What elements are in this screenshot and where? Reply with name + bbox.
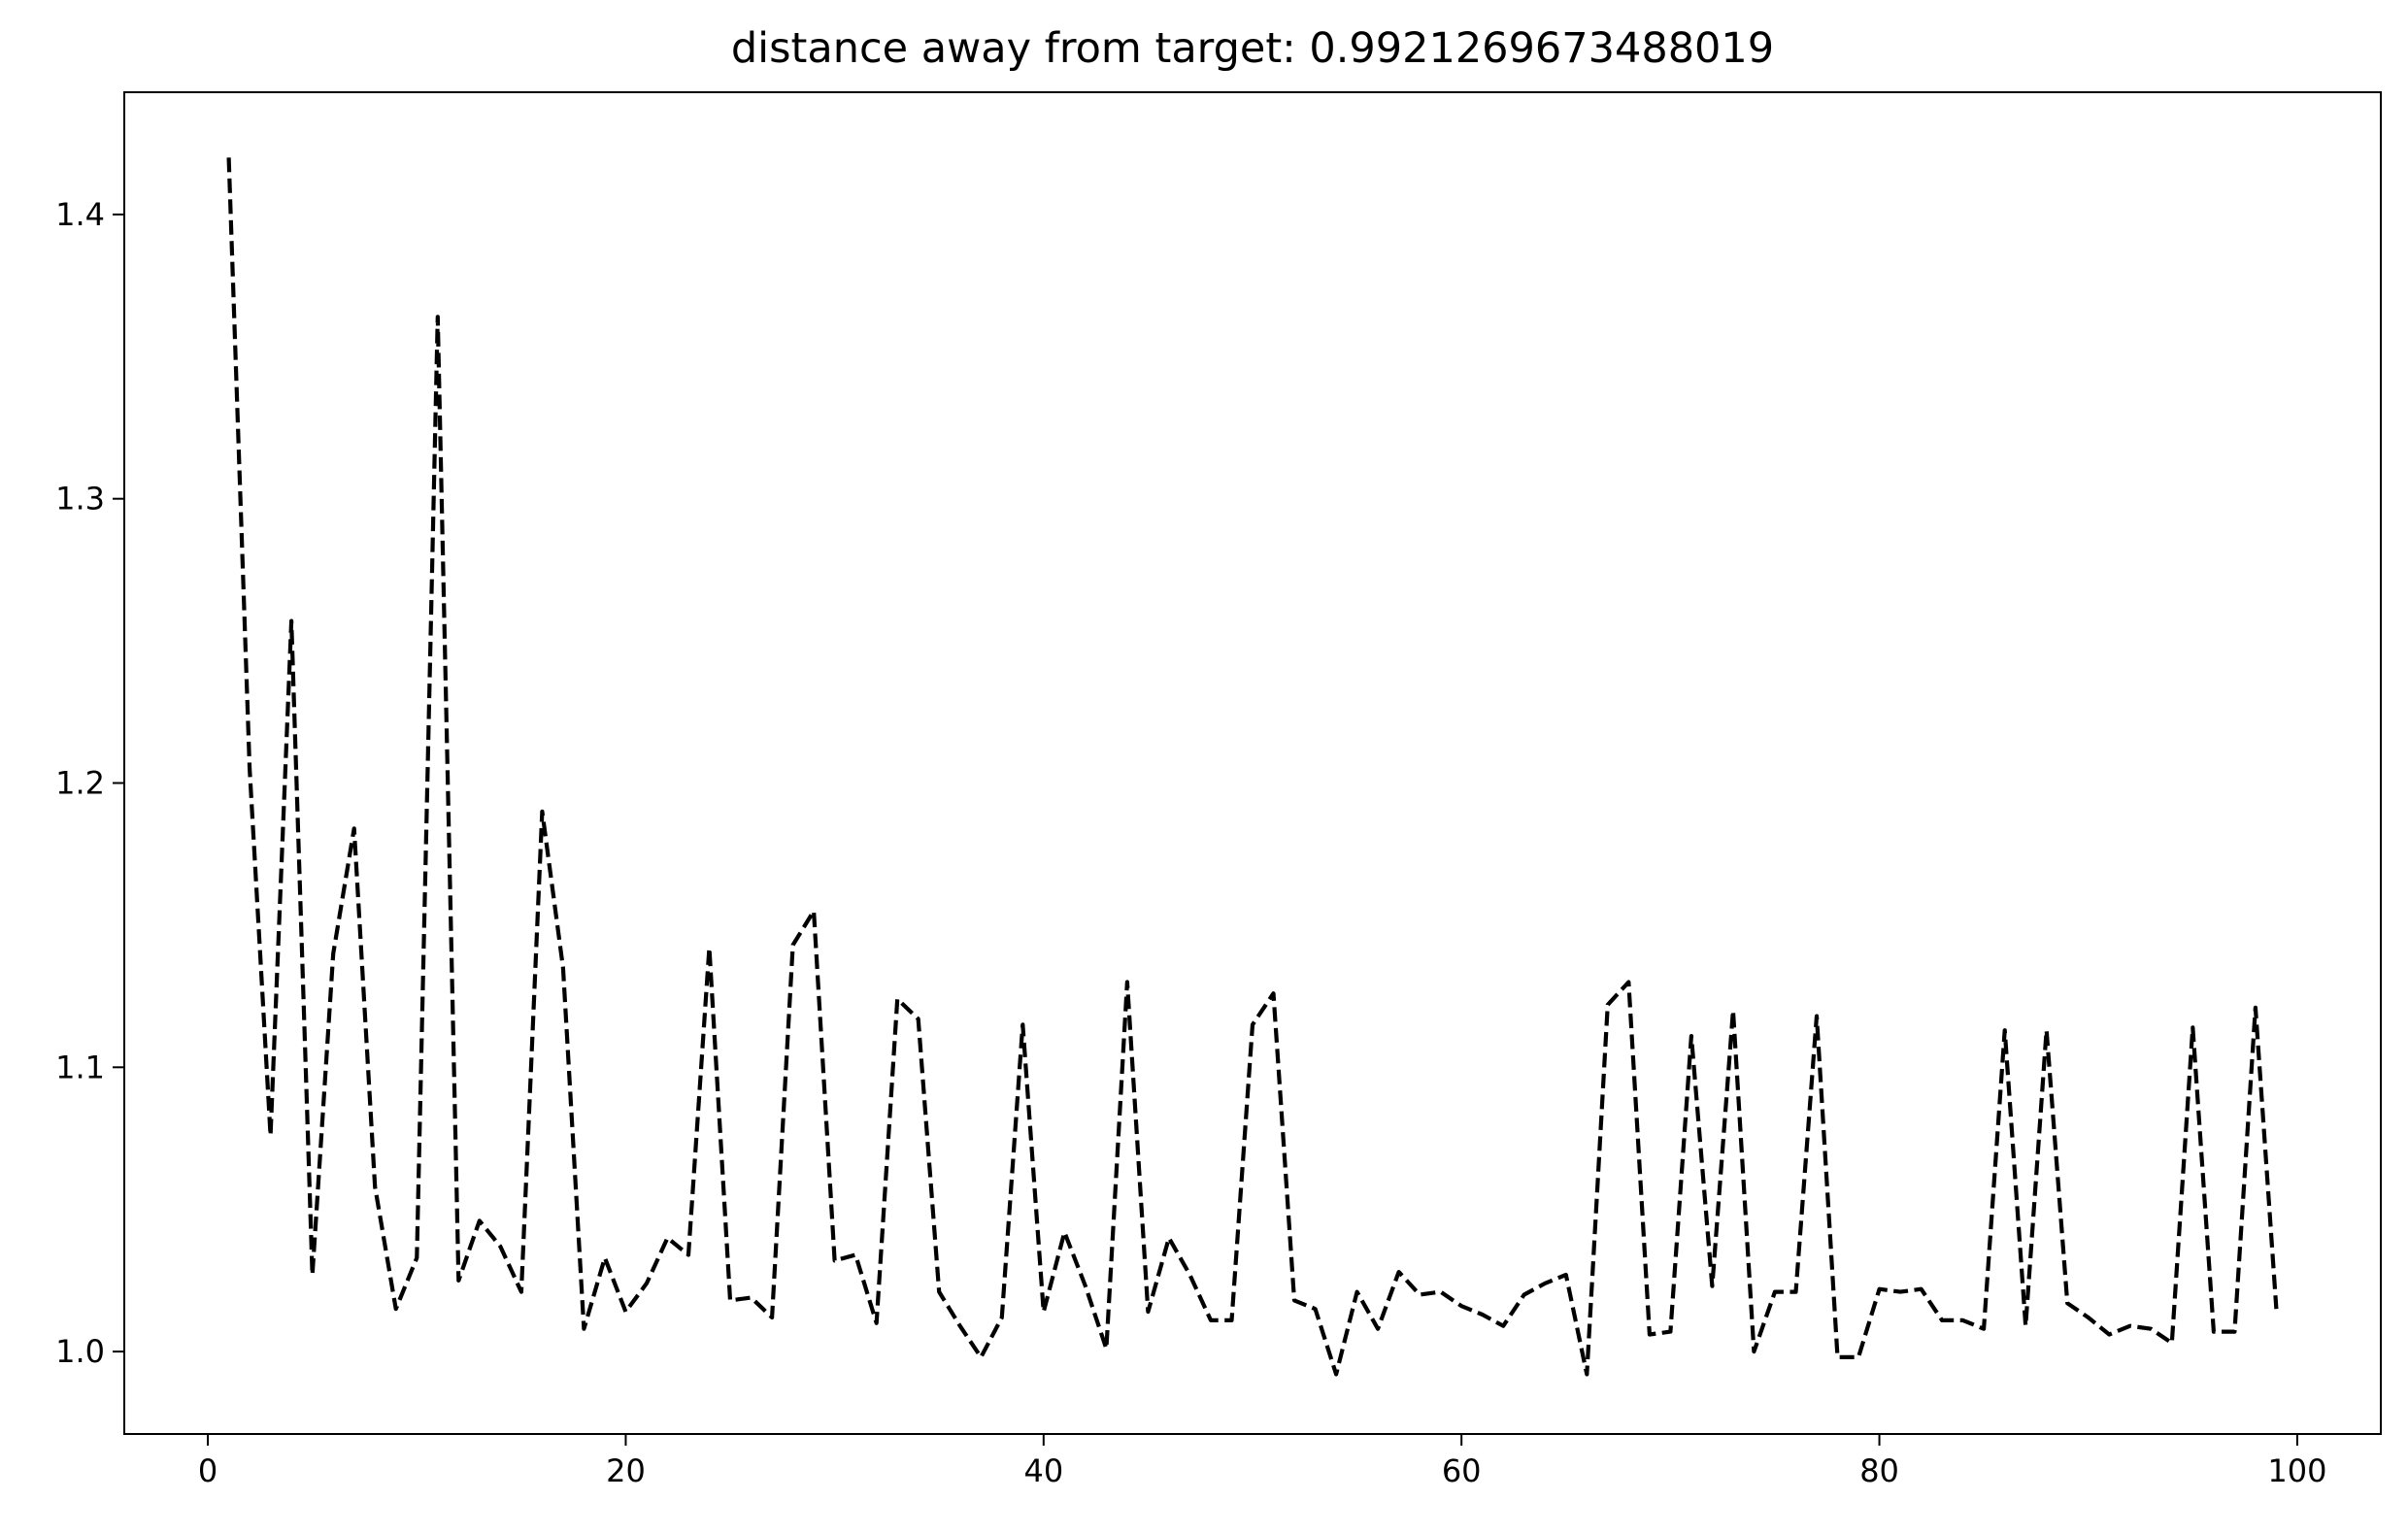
y-tick-label: 1.4 bbox=[55, 196, 105, 233]
y-tick-label: 1.2 bbox=[55, 764, 105, 801]
series-line-0 bbox=[226, 157, 2279, 1377]
chart-title: distance away from target: 0.99212696734… bbox=[731, 24, 1774, 73]
series-layer bbox=[226, 157, 2279, 1377]
y-tick-label: 1.0 bbox=[55, 1333, 105, 1370]
x-tick-label: 40 bbox=[1023, 1452, 1063, 1489]
y-tick-label: 1.3 bbox=[55, 481, 105, 517]
x-tick-label: 80 bbox=[1859, 1452, 1899, 1489]
x-tick-label: 20 bbox=[606, 1452, 646, 1489]
y-tick-label: 1.1 bbox=[55, 1049, 105, 1085]
x-tick-label: 60 bbox=[1442, 1452, 1482, 1489]
x-tick-label: 0 bbox=[198, 1452, 217, 1489]
plot-frame bbox=[123, 91, 2382, 1435]
axes-layer: 0 20 40 60 80 100 1.0 1.1 1.2 1.3 1.4 bbox=[55, 91, 2382, 1489]
x-tick-label: 100 bbox=[2267, 1452, 2326, 1489]
